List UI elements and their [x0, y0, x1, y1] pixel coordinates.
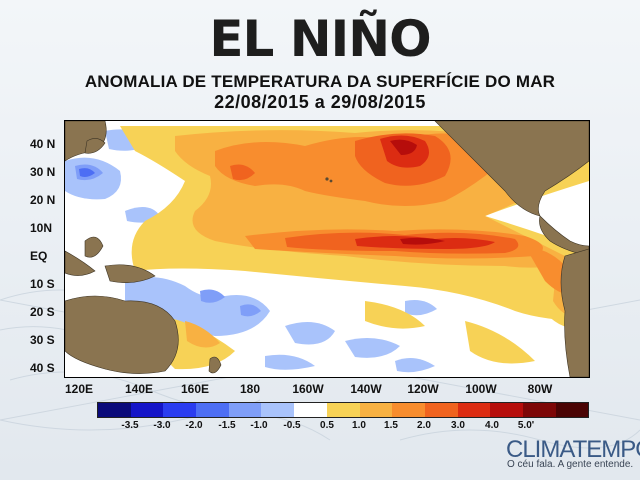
lon-label-160w: 160W [292, 382, 324, 396]
legend-label: -2.0 [185, 420, 203, 431]
lat-label-10s: 10 S [30, 277, 55, 291]
legend-label: 1.5 [384, 420, 398, 431]
lon-label-100w: 100W [465, 382, 497, 396]
legend-swatch [294, 403, 327, 417]
page-subtitle: ANOMALIA DE TEMPERATURA DA SUPERFÍCIE DO… [84, 72, 556, 91]
legend-swatch [359, 403, 393, 417]
lat-label-40n: 40 N [30, 137, 56, 151]
cool-anomaly-strong [79, 168, 95, 177]
legend-label: -1.0 [250, 420, 268, 431]
date-range: 22/08/2015 a 29/08/2015 [214, 92, 426, 112]
lat-label-eq: EQ [30, 249, 48, 263]
legend-swatch [424, 403, 458, 417]
legend-swatch [392, 403, 425, 417]
lon-label-160e: 160E [180, 382, 210, 396]
legend-swatch [261, 403, 295, 417]
legend-label: 0.5 [320, 420, 334, 431]
legend-swatch [196, 403, 229, 417]
legend-swatch [163, 403, 197, 417]
legend-label: 2.0 [417, 420, 431, 431]
sst-anomaly-map [64, 120, 590, 378]
legend-label: -3.0 [153, 420, 171, 431]
legend-label: -1.5 [218, 420, 236, 431]
lat-label-30s: 30 S [30, 333, 55, 347]
lon-label-80w: 80W [527, 382, 553, 396]
legend-swatch [98, 403, 131, 417]
lon-label-120w: 120W [407, 382, 439, 396]
legend-swatch [522, 403, 556, 417]
lat-label-10n: 10N [30, 221, 53, 235]
legend-swatch [457, 403, 491, 417]
warm-anomaly-40 [390, 139, 445, 245]
lon-label-140e: 140E [124, 382, 154, 396]
lon-label-140w: 140W [350, 382, 382, 396]
legend-label: -3.5 [121, 420, 139, 431]
page-title: EL NIÑO [209, 10, 431, 68]
brand-tagline: O céu fala. A gente entende. [507, 459, 634, 470]
sst-anomaly-svg [65, 121, 589, 377]
legend-label: 3.0 [451, 420, 465, 431]
legend-label: -0.5 [283, 420, 301, 431]
legend-swatch [326, 403, 360, 417]
lon-label-120e: 120E [64, 382, 94, 396]
legend-swatch [228, 403, 262, 417]
legend-swatch [555, 403, 589, 417]
land-masses [65, 121, 589, 377]
legend-swatch [490, 403, 523, 417]
lat-label-40s: 40 S [30, 361, 55, 375]
lat-label-20n: 20 N [30, 193, 56, 207]
legend-label: 4.0 [485, 420, 499, 431]
brand-logo-text: CLIMATEMPO [506, 436, 640, 463]
hawaii-islands [325, 177, 333, 183]
lon-label-180: 180 [239, 382, 261, 396]
lat-label-20s: 20 S [30, 305, 55, 319]
lat-label-30n: 30 N [30, 165, 56, 179]
legend-swatch [130, 403, 164, 417]
legend-label: 1.0 [352, 420, 366, 431]
color-legend [97, 402, 590, 418]
legend-label: 5.0' [517, 420, 535, 431]
